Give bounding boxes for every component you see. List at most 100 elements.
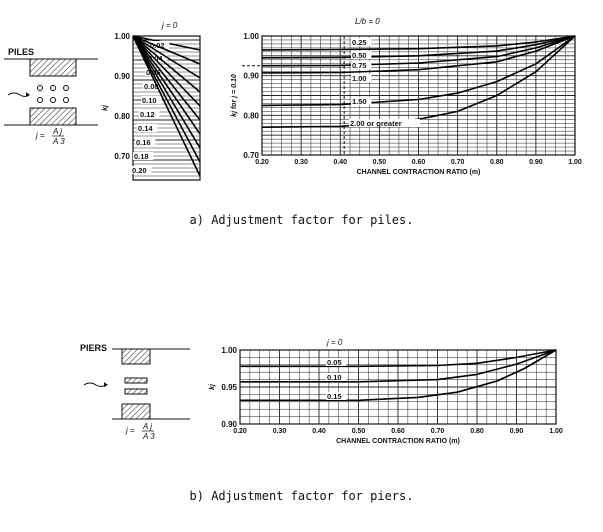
legend-title: j = 0: [326, 338, 343, 347]
piles-formula: j = A j A 3: [35, 127, 65, 146]
series-label: 1.50: [352, 97, 367, 106]
piles-label: PILES: [8, 47, 34, 57]
piers-label: PIERS: [80, 343, 107, 353]
flow-arrow-head: [26, 92, 30, 97]
y-tick-label: 0.70: [114, 152, 130, 161]
series-label: 0.25: [352, 38, 367, 47]
y-tick-label: 0.90: [243, 72, 259, 81]
pile-circles: [37, 85, 69, 103]
series-label: 0.18: [134, 152, 149, 161]
piers-schematic: PIERS j = A j A 3: [80, 343, 190, 441]
series-line-0-06: [132, 35, 201, 79]
series-line-0-08: [132, 35, 201, 93]
piles-contraction-chart: 0.70 0.80 0.90 1.00 0.20 0.30 0.40 0.50 0.60 0.70…: [231, 17, 582, 176]
series-label-bg: [326, 358, 347, 366]
y-tick-label: 0.90: [114, 72, 130, 81]
series-line-0-50: [261, 35, 576, 59]
series-label: 0.12: [140, 110, 155, 119]
svg-text:A 3: A 3: [142, 432, 155, 441]
series-line-0-16: [132, 35, 201, 149]
x-tick-label: 0.60: [412, 159, 426, 166]
abutment-bottom: [121, 403, 151, 420]
series-line-0-20: [132, 35, 201, 177]
svg-text:A 3: A 3: [52, 137, 65, 146]
series-line-0-05: [240, 349, 557, 368]
series-label: 0.10: [327, 373, 342, 382]
y-axis-label: kj: [102, 104, 109, 111]
series-label: 0.15: [327, 392, 342, 401]
x-tick-label: 1.00: [549, 428, 563, 435]
series-label: 2.00 or greater: [350, 119, 402, 128]
series-line-0-75: [261, 35, 576, 67]
series-label: 0.10: [142, 96, 157, 105]
series-label-bg: [149, 41, 170, 49]
series-label-bg: [351, 38, 372, 46]
x-tick-label: 0.80: [490, 159, 504, 166]
plot-frame: [239, 349, 557, 425]
series-label-bg: [349, 119, 420, 127]
y-tick-label: 0.90: [221, 420, 237, 429]
x-axis-label: CHANNEL CONTRACTION RATIO (m): [336, 438, 460, 445]
legend-title: L/b = 0: [355, 17, 380, 26]
series-label-bg: [137, 124, 158, 132]
x-tick-label: 0.40: [333, 159, 347, 166]
series-label-bg: [139, 110, 160, 118]
series-label-bg: [131, 166, 152, 174]
piers-formula: j = A j A 3: [125, 422, 155, 441]
piers-contraction-chart: 0.90 0.95 1.00 0.20 0.30 0.40 0.50 0.60 0.70 0.80…: [209, 338, 563, 445]
y-axis-label: kj for j = 0.10: [231, 74, 238, 117]
series-line-0-18: [132, 35, 201, 163]
x-tick-label: 0.20: [233, 428, 247, 435]
x-tick-label: 0.70: [431, 428, 445, 435]
series-label: 0.20: [132, 166, 147, 175]
abutment-top: [29, 58, 77, 77]
flow-arrow: [7, 92, 30, 97]
series-label-bg: [351, 51, 372, 59]
series-line-0-12: [132, 35, 201, 121]
series-line-0-15: [240, 349, 557, 402]
flow-arrow-head: [104, 382, 108, 387]
series-label-bg: [351, 74, 372, 82]
series-label: 0.04: [148, 54, 163, 63]
series-label: 0.75: [352, 61, 367, 70]
x-axis-label: CHANNEL CONTRACTION RATIO (m): [357, 169, 481, 176]
x-tick-label: 0.30: [273, 428, 287, 435]
series-label-bg: [351, 61, 372, 69]
series-label: 0.05: [327, 358, 342, 367]
y-tick-label: 0.80: [243, 111, 259, 120]
abutment-top: [121, 348, 151, 365]
series-line-0-10: [240, 349, 557, 383]
series-line-1-50: [261, 35, 576, 107]
x-tick-label: 0.80: [470, 428, 484, 435]
abutment-bottom: [29, 107, 77, 126]
x-tick-label: 1.00: [568, 159, 582, 166]
y-tick-label: 1.00: [114, 32, 130, 41]
series-line-0-25: [261, 35, 576, 51]
x-tick-label: 0.30: [294, 159, 308, 166]
x-tick-label: 0.90: [510, 428, 524, 435]
y-axis-label: kj: [209, 383, 216, 390]
series-line-0-14: [132, 35, 201, 135]
series-label-bg: [141, 96, 162, 104]
pier-2: [124, 388, 148, 395]
series-label-bg: [135, 138, 156, 146]
x-tick-label: 0.50: [352, 428, 366, 435]
x-tick-label: 0.40: [312, 428, 326, 435]
series-label-bg: [326, 392, 347, 400]
svg-text:j =: j =: [35, 131, 45, 140]
piles-schematic: PILES j = A j A 3: [4, 47, 98, 146]
caption-piles: a) Adjustment factor for piles.: [189, 213, 414, 227]
x-tick-label: 0.50: [373, 159, 387, 166]
y-tick-label: 0.95: [221, 383, 237, 392]
flow-arrow: [83, 382, 107, 387]
svg-text:A j: A j: [52, 127, 62, 136]
series-label: 0.08: [144, 82, 159, 91]
x-tick-label: 0.20: [255, 159, 269, 166]
y-tick-label: 1.00: [221, 346, 237, 355]
series-label-bg: [147, 54, 168, 62]
series-line-0-10: [132, 35, 201, 107]
x-tick-label: 0.90: [529, 159, 543, 166]
y-tick-label: 0.70: [243, 151, 259, 160]
